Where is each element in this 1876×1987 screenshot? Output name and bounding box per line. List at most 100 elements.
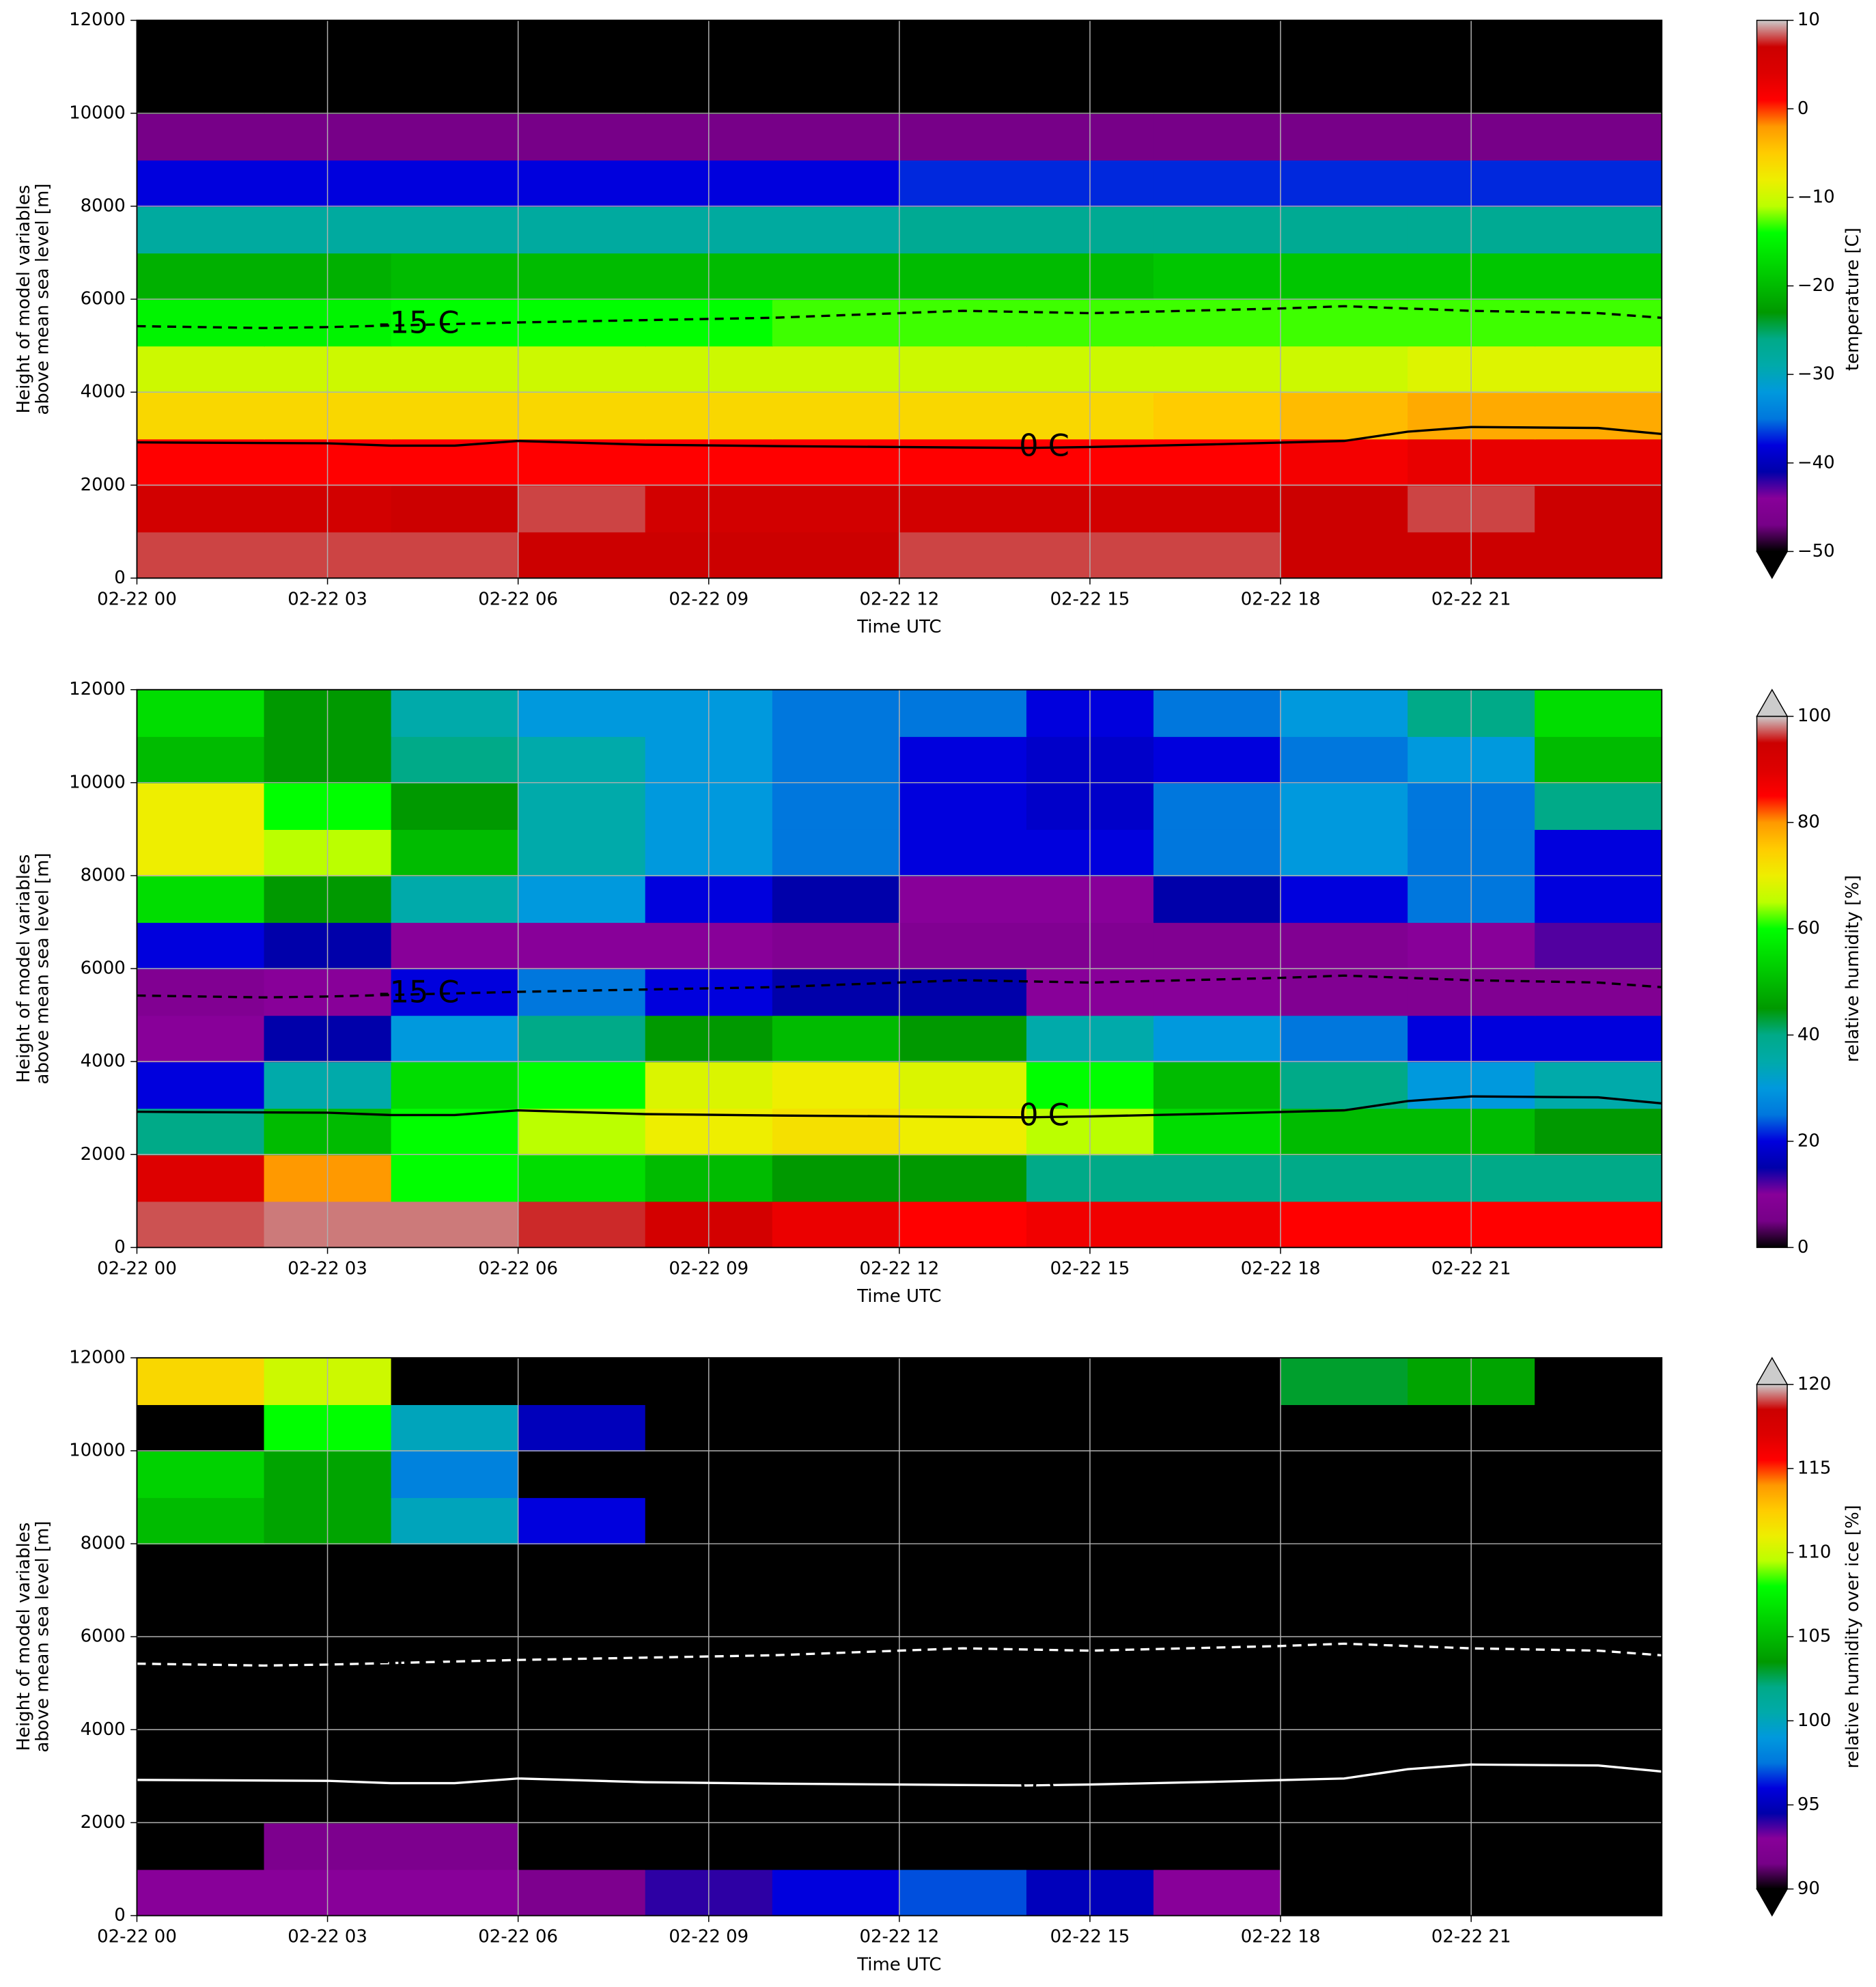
heatmap-cell [391,531,519,579]
heatmap-cell [1280,1869,1409,1916]
heatmap-cell [137,1776,265,1824]
colorbar [1756,1384,1788,1890]
heatmap-cell [772,782,901,830]
colorbar-tick-label: 110 [1797,1542,1832,1563]
heatmap-cell [518,1544,646,1592]
heatmap-cell [391,1201,519,1248]
heatmap-cell [1153,392,1282,440]
heatmap-cell [391,1154,519,1202]
heatmap-cell [899,1869,1028,1916]
heatmap-cell [391,875,519,923]
heatmap-cell [137,1015,265,1063]
heatmap-cell [1280,20,1409,68]
x-tick-label: 02-22 15 [1050,1927,1130,1947]
heatmap-cell [899,299,1028,347]
heatmap-cell [772,299,901,347]
colorbar-tick-label: 0 [1797,1237,1809,1257]
x-tick-label: 02-22 09 [669,589,748,609]
heatmap-cell [391,113,519,161]
heatmap-cell [391,346,519,393]
x-tick-label: 02-22 00 [97,589,177,609]
heatmap-cell [137,1450,265,1499]
y-axis-label: above mean sea level [m] [33,1521,53,1753]
heatmap-cell [518,1683,646,1731]
heatmap-cell [1153,736,1282,783]
heatmap-cell [772,1544,901,1592]
heatmap-cell [1153,66,1282,114]
heatmap-cell [518,206,646,254]
y-tick-label: 6000 [81,289,126,309]
heatmap-cell [899,1822,1028,1870]
heatmap-cell [137,392,265,440]
heatmap-cell [518,782,646,830]
heatmap-cell [899,1590,1028,1638]
heatmap-cell [899,20,1028,68]
heatmap-cell [391,829,519,877]
heatmap-cell [1153,1869,1282,1916]
heatmap-cell [1535,1497,1662,1545]
heatmap-cell [899,1637,1028,1684]
y-tick-label: 8000 [81,195,126,216]
y-tick-label: 8000 [81,1533,126,1554]
heatmap-cell [1535,346,1662,393]
heatmap-cell [1535,1637,1662,1684]
colorbar-extend-max [1756,689,1789,717]
heatmap-cell [391,1497,519,1545]
heatmap-cell [391,1683,519,1731]
heatmap-cell [391,1450,519,1499]
heatmap-cell [137,1729,265,1777]
heatmap-cell [1153,1108,1282,1156]
heatmap-cell [1280,689,1409,737]
heatmap-cell [772,1637,901,1684]
heatmap-cell [1153,531,1282,579]
heatmap-cell [1280,1061,1409,1109]
heatmap-cell [772,113,901,161]
heatmap-cell [772,689,901,737]
heatmap-cell [772,1729,901,1777]
y-tick-label: 2000 [81,1144,126,1165]
heatmap-cell [518,252,646,301]
heatmap-cell [1535,1404,1662,1452]
heatmap-cell [1535,875,1662,923]
heatmap-cell [518,66,646,114]
heatmap-cell [391,736,519,783]
y-tick-label: 4000 [81,382,126,402]
heatmap-cell [772,20,901,68]
heatmap-cell [137,159,265,208]
heatmap-cell [137,299,265,347]
heatmap-cell [391,485,519,533]
heatmap-cell [1280,113,1409,161]
heatmap-cell [1535,1015,1662,1063]
colorbar [1756,19,1788,553]
heatmap-cell [391,921,519,970]
heatmap-cell [1280,252,1409,301]
heatmap-cell [391,392,519,440]
heatmap-cell [899,66,1028,114]
heatmap-cell [1153,206,1282,254]
heatmap-cell [1280,66,1409,114]
heatmap-cell [899,1497,1028,1545]
heatmap-cell [772,1683,901,1731]
heatmap-cell [1153,921,1282,970]
heatmap-cell [772,346,901,393]
heatmap-cell [772,829,901,877]
heatmap-cell [1280,1590,1409,1638]
colorbar-extend-min [1756,1888,1789,1917]
heatmap-cell [518,1822,646,1870]
heatmap-cell [1280,921,1409,970]
y-axis-label: Height of model variables [14,185,34,414]
heatmap-cell [772,485,901,533]
x-tick-label: 02-22 12 [860,1927,940,1947]
heatmap-cell [1535,252,1662,301]
heatmap-cell [772,1869,901,1916]
colorbar-tick-label: −40 [1797,452,1835,473]
y-tick-label: 4000 [81,1051,126,1072]
y-tick-label: 8000 [81,865,126,885]
colorbar-tick-label: 0 [1797,98,1809,119]
heatmap-cell [899,689,1028,737]
heatmap-cell [899,1450,1028,1499]
heatmap-cell [137,439,265,486]
heatmap-cell [391,299,519,347]
heatmap-cell [391,1357,519,1406]
heatmap-cell [1153,1729,1282,1777]
